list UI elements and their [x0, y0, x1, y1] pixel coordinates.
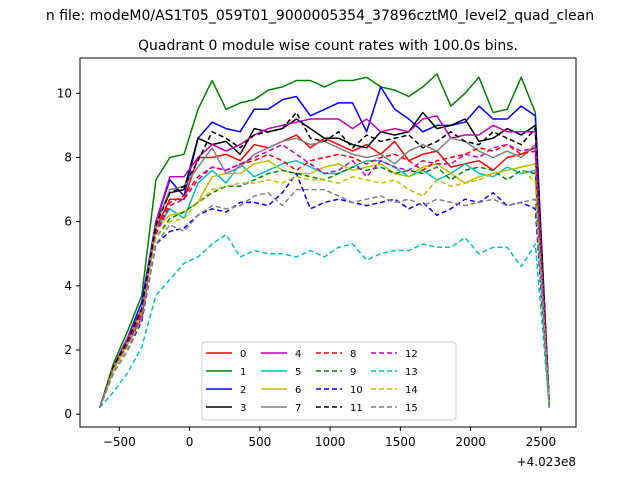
series-line-4: [98, 115, 551, 408]
legend-label-5: 5: [295, 367, 301, 378]
x-tick-label: 1000: [315, 435, 346, 449]
series-line-6: [98, 159, 551, 408]
legend-label-0: 0: [240, 349, 246, 360]
legend-label-8: 8: [350, 349, 356, 360]
chart-title: Quadrant 0 module wise count rates with …: [138, 38, 518, 54]
y-tick-label: 0: [64, 407, 72, 421]
x-tick-label: 0: [186, 435, 194, 449]
y-tick-label: 4: [64, 279, 72, 293]
figure-suptitle: n file: modeM0/AS1T05_059T01_9000005354_…: [46, 8, 594, 24]
legend-box: [201, 341, 457, 421]
x-tick-label: 1500: [385, 435, 416, 449]
legend-label-4: 4: [295, 349, 301, 360]
x-tick-label: 500: [248, 435, 271, 449]
series-line-2: [98, 86, 551, 408]
legend-label-11: 11: [350, 403, 363, 414]
legend-label-1: 1: [240, 367, 246, 378]
series-line-8: [98, 143, 551, 408]
legend-label-2: 2: [240, 385, 246, 396]
series-line-13: [99, 233, 551, 409]
legend-label-14: 14: [405, 385, 418, 396]
series-line-14: [98, 166, 551, 408]
legend-label-3: 3: [240, 403, 246, 414]
series-line-11: [98, 111, 551, 408]
series-line-10: [99, 172, 551, 408]
legend-label-13: 13: [405, 367, 418, 378]
legend-label-9: 9: [350, 367, 356, 378]
series-line-15: [99, 188, 551, 408]
x-tick-label: −500: [103, 435, 136, 449]
legend-label-6: 6: [295, 385, 301, 396]
legend-label-7: 7: [295, 403, 301, 414]
series-line-12: [98, 143, 551, 408]
legend-label-10: 10: [350, 385, 363, 396]
y-tick-label: 6: [64, 215, 72, 229]
series-line-3: [98, 111, 551, 408]
x-tick-label: 2500: [526, 435, 557, 449]
y-tick-label: 8: [64, 150, 72, 164]
series-lines: [98, 73, 551, 409]
x-offset-label: +4.023e8: [517, 455, 576, 469]
series-line-1: [98, 73, 551, 408]
legend-label-12: 12: [405, 349, 418, 360]
plot-frame: [79, 57, 577, 428]
x-tick-label: 2000: [455, 435, 486, 449]
y-tick-label: 10: [57, 86, 72, 100]
legend-label-15: 15: [405, 403, 418, 414]
y-tick-label: 2: [64, 343, 72, 357]
